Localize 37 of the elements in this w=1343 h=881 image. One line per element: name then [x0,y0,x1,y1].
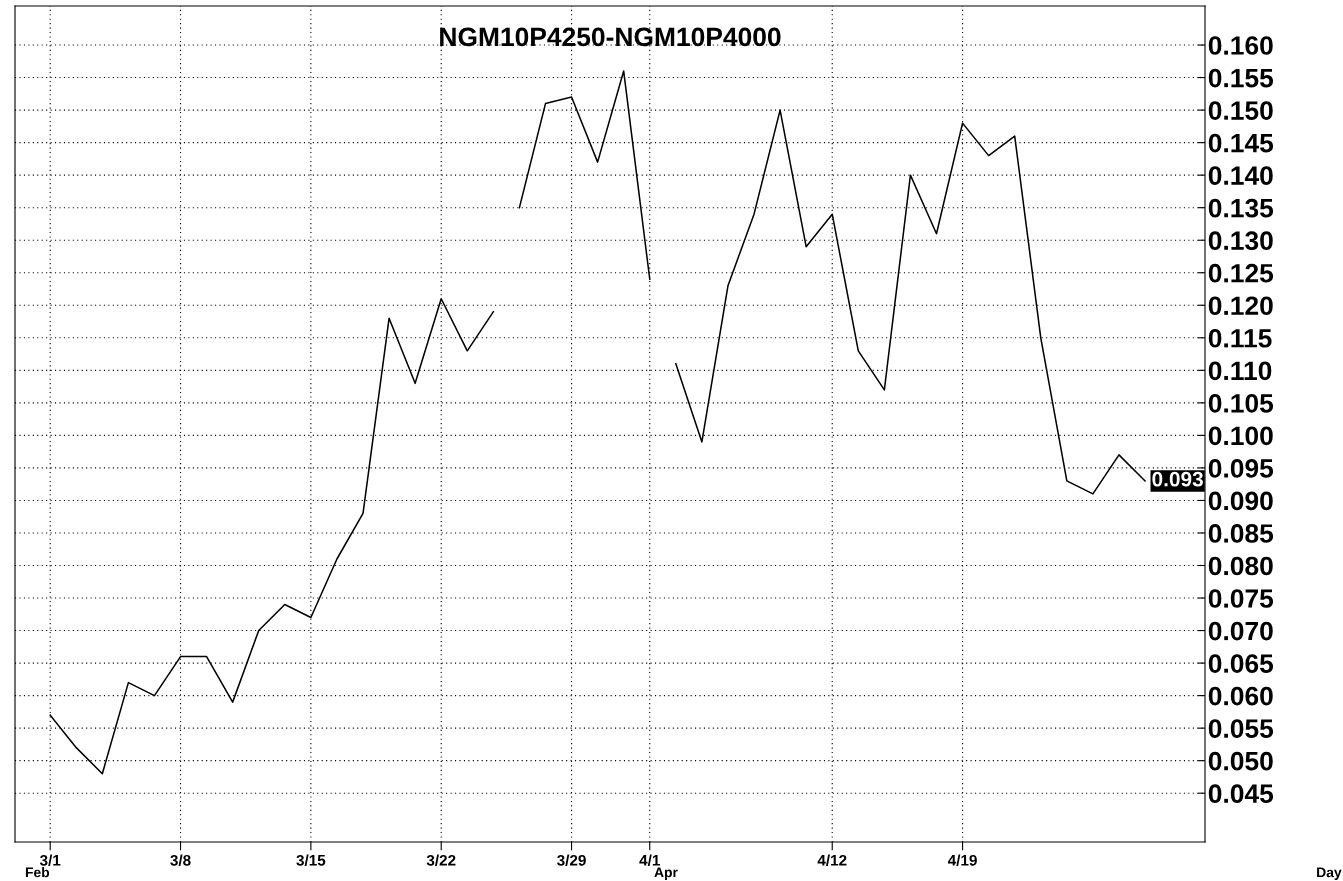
y-tick-label: 0.045 [1208,784,1274,804]
y-tick-label: 0.090 [1208,491,1273,511]
y-tick-label: 0.100 [1208,426,1273,446]
y-tick-label: 0.135 [1208,198,1274,218]
text: Day [1317,867,1342,880]
y-tick-label: 0.075 [1208,589,1274,608]
y-tick-label: 0.050 [1208,751,1273,771]
text: NGM10P4250-NGM10P4000 [440,27,781,47]
x-tick-label: 4/1 [639,854,660,866]
y-tick-label: 0.125 [1208,263,1274,283]
x-tick-label: 4/19 [947,854,977,866]
x-tick-label: 3/29 [557,854,586,866]
y-tick-label: 0.150 [1208,101,1273,120]
annotation: 0.093 [1152,471,1203,487]
x-tick-label: 3/8 [170,854,191,866]
y-tick-label: 0.130 [1208,231,1273,251]
y-tick-label: 0.140 [1208,166,1273,185]
y-tick-label: 0.110 [1208,361,1272,381]
y-tick-label: 0.115 [1208,328,1272,348]
y-tick-label: 0.055 [1208,719,1274,738]
y-tick-label: 0.095 [1208,459,1274,478]
x-tick-label: 3/1 [39,854,61,866]
text: Feb [25,867,50,878]
y-tick-label: 0.070 [1208,621,1273,641]
text: Apr [654,867,678,880]
x-tick-label: 3/22 [426,854,456,866]
y-tick-label: 0.160 [1208,36,1273,55]
x-tick-label: 4/12 [817,854,847,866]
y-tick-label: 0.105 [1208,393,1274,413]
y-tick-label: 0.060 [1208,686,1273,706]
y-tick-label: 0.145 [1208,133,1274,153]
y-tick-label: 0.120 [1208,296,1273,316]
y-tick-label: 0.085 [1208,524,1274,543]
x-tick-label: 3/15 [296,854,326,866]
y-tick-label: 0.065 [1208,654,1274,673]
y-tick-label: 0.155 [1208,68,1274,88]
y-tick-label: 0.080 [1208,556,1273,576]
